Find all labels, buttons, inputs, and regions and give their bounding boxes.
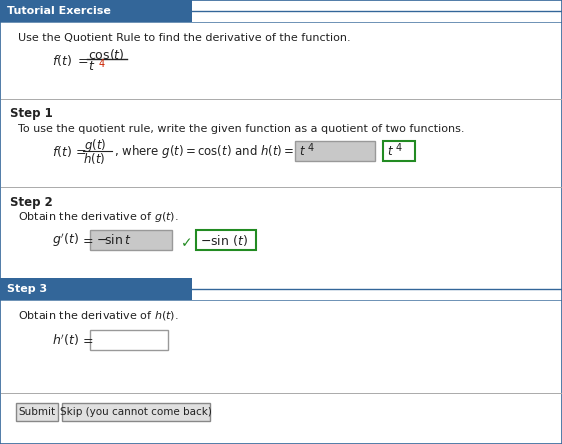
- Text: $-\sin\,(t)$: $-\sin\,(t)$: [200, 233, 248, 247]
- Bar: [0, 278, 192, 300]
- Bar: [196, 230, 256, 250]
- Text: $=$: $=$: [80, 333, 94, 346]
- Text: Use the Quotient Rule to find the derivative of the function.: Use the Quotient Rule to find the deriva…: [18, 33, 351, 43]
- Text: ✓: ✓: [181, 236, 193, 250]
- Bar: [90, 230, 172, 250]
- Text: $-\!\sin t$: $-\!\sin t$: [96, 233, 132, 247]
- Text: $h'(t)$: $h'(t)$: [52, 332, 79, 348]
- Text: $t$: $t$: [387, 144, 394, 158]
- Text: $=$: $=$: [73, 144, 87, 158]
- Bar: [62, 403, 210, 421]
- Text: , where $g(t) = \cos(t)$ and $h(t) = $: , where $g(t) = \cos(t)$ and $h(t) = $: [114, 143, 294, 159]
- Text: $4$: $4$: [395, 141, 402, 153]
- Text: $f(t)$: $f(t)$: [52, 143, 72, 159]
- Text: $=$: $=$: [80, 234, 94, 246]
- Text: $t$: $t$: [299, 144, 306, 158]
- Text: $4$: $4$: [98, 57, 106, 69]
- Bar: [16, 403, 58, 421]
- Text: Skip (you cannot come back): Skip (you cannot come back): [60, 407, 212, 417]
- Bar: [0, 0, 192, 22]
- Text: To use the quotient rule, write the given function as a quotient of two function: To use the quotient rule, write the give…: [18, 124, 465, 134]
- Text: Submit: Submit: [19, 407, 56, 417]
- Bar: [295, 141, 375, 161]
- Text: Obtain the derivative of $h(t)$.: Obtain the derivative of $h(t)$.: [18, 309, 179, 321]
- Text: Step 1: Step 1: [10, 107, 53, 119]
- Text: $h(t)$: $h(t)$: [83, 151, 105, 166]
- Text: Step 2: Step 2: [10, 195, 53, 209]
- Bar: [90, 330, 168, 350]
- Bar: [383, 141, 415, 161]
- Text: Step 3: Step 3: [7, 284, 47, 294]
- Text: $4$: $4$: [307, 141, 315, 153]
- Text: $t$: $t$: [88, 60, 96, 74]
- Text: $f(t)$: $f(t)$: [52, 52, 72, 67]
- Text: $g(t)$: $g(t)$: [84, 136, 106, 154]
- Text: $\cos(t)$: $\cos(t)$: [88, 47, 125, 62]
- Text: Obtain the derivative of $g(t)$.: Obtain the derivative of $g(t)$.: [18, 210, 179, 224]
- Text: $g'(t)$: $g'(t)$: [52, 231, 79, 249]
- Text: $=$: $=$: [75, 53, 89, 67]
- Text: Tutorial Exercise: Tutorial Exercise: [7, 6, 111, 16]
